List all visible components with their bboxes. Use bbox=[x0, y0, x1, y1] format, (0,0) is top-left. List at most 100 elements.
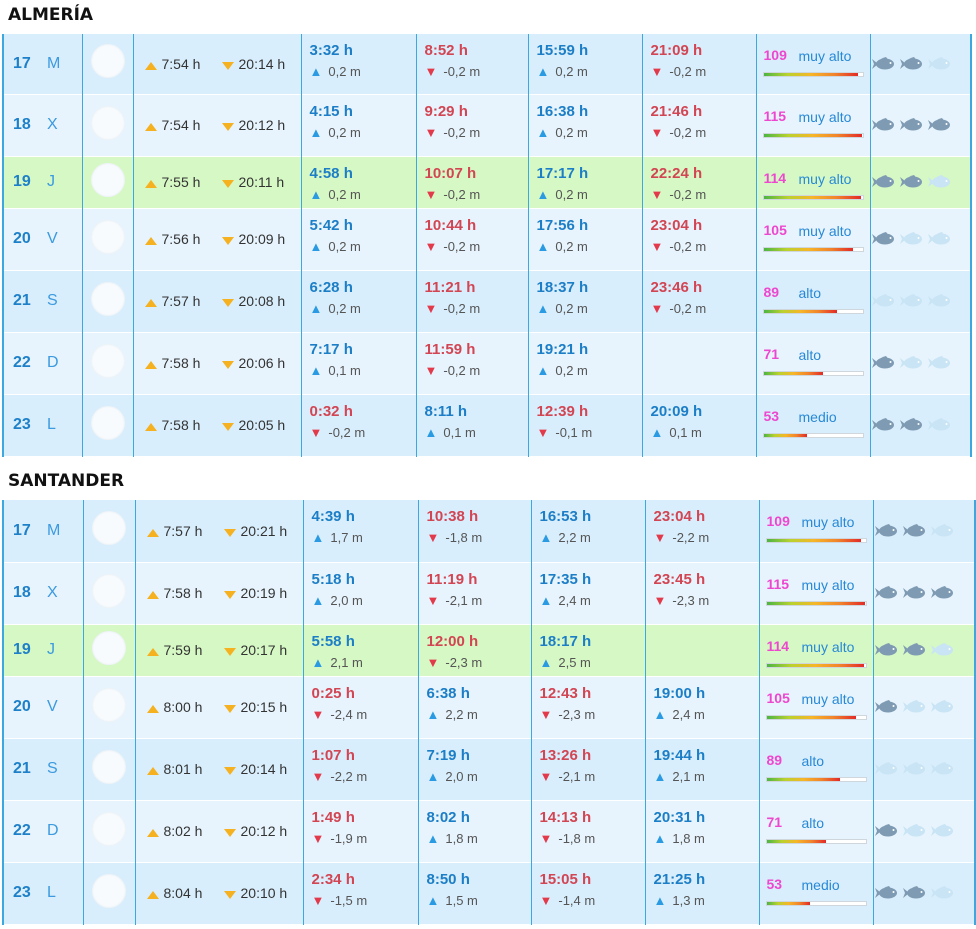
tide-height-value: -2,3 m bbox=[672, 592, 710, 608]
tide-height: ▼ -0,2 m bbox=[651, 301, 707, 316]
coefficient-bar bbox=[762, 132, 864, 138]
sunset-time: 20:11 h bbox=[238, 174, 285, 190]
tide-height: ▲ 2,0 m bbox=[312, 593, 363, 608]
moon-cell bbox=[81, 270, 133, 332]
rising-tide-icon: ▲ bbox=[539, 654, 553, 670]
tide-time: 15:05 h bbox=[539, 870, 592, 888]
tide-cell: 12:39 h ▼ -0,1 m bbox=[527, 394, 642, 456]
tide-time: 11:21 h bbox=[424, 278, 476, 296]
falling-tide-icon: ▼ bbox=[650, 64, 664, 79]
falling-tide-icon: ▼ bbox=[426, 592, 440, 608]
tide-time: 8:11 h bbox=[424, 402, 468, 420]
falling-tide-icon: ▼ bbox=[311, 830, 325, 846]
tide-cell: 4:58 h ▲ 0,2 m bbox=[300, 156, 416, 208]
rising-tide-icon: ▲ bbox=[311, 654, 325, 670]
tide-height-value: 1,8 m bbox=[672, 830, 705, 846]
fish-icon bbox=[930, 823, 954, 839]
day-number: 19 bbox=[13, 173, 31, 190]
sunset: 20:17 h bbox=[223, 642, 287, 658]
fishing-cell bbox=[869, 34, 972, 94]
tide-cell: 5:58 h ▲ 2,1 m bbox=[302, 624, 418, 676]
tide-cell: 19:44 h ▲ 2,1 m bbox=[644, 738, 759, 800]
tide-table-0: 17 M 7:54 h 20:14 h 3:32 h ▲ 0,2 m 8:52 h ▼ -0,2 … bbox=[2, 34, 972, 457]
coefficient-label: alto bbox=[798, 284, 822, 301]
rising-tide-icon: ▲ bbox=[424, 424, 438, 440]
tide-time: 6:38 h bbox=[426, 684, 470, 702]
sunrise-time: 8:04 h bbox=[163, 885, 203, 901]
coefficient-bar-fill bbox=[766, 777, 840, 781]
tide-cell: 0:32 h ▼ -0,2 m bbox=[300, 394, 416, 456]
rising-tide-icon: ▲ bbox=[653, 830, 667, 846]
fish-icon bbox=[874, 823, 898, 839]
tide-height: ▼ -0,2 m bbox=[651, 125, 707, 140]
coefficient-cell: 89 alto bbox=[755, 270, 870, 332]
day-cell: 22 D bbox=[2, 332, 82, 394]
coefficient-bar bbox=[765, 714, 867, 720]
tide-time: 16:38 h bbox=[536, 102, 589, 120]
tide-height-value: 0,2 m bbox=[555, 186, 588, 202]
tide-cell: 23:45 h ▼ -2,3 m bbox=[644, 562, 759, 624]
tide-cell: 10:07 h ▼ -0,2 m bbox=[415, 156, 528, 208]
day-number: 22 bbox=[13, 354, 31, 371]
tide-height: ▲ 0,2 m bbox=[310, 125, 361, 140]
tide-time: 6:28 h bbox=[309, 278, 353, 296]
sunrise-time: 7:54 h bbox=[161, 117, 201, 133]
tide-height: ▼ -0,1 m bbox=[537, 425, 593, 440]
moon-phase-icon bbox=[92, 749, 126, 784]
moon-cell bbox=[82, 562, 135, 624]
moon-cell bbox=[81, 34, 133, 94]
tide-time: 18:37 h bbox=[536, 278, 589, 296]
tide-height-value: 0,2 m bbox=[328, 64, 361, 79]
coefficient-bar bbox=[762, 194, 864, 200]
sunset: 20:19 h bbox=[223, 585, 288, 601]
tide-height-value: -2,1 m bbox=[558, 768, 596, 784]
moon-phase-icon bbox=[92, 811, 126, 846]
tide-time: 8:52 h bbox=[424, 42, 468, 59]
sunrise-time: 8:00 h bbox=[163, 699, 203, 715]
tide-height-value: 2,1 m bbox=[672, 768, 705, 784]
coefficient-cell: 89 alto bbox=[758, 738, 873, 800]
day-row: 23 L 8:04 h 20:10 h 2:34 h ▼ -1,5 m 8:50 h ▲ 1,5 … bbox=[2, 862, 976, 924]
sun-cell: 8:02 h 20:12 h bbox=[134, 800, 303, 862]
day-cell: 17 M bbox=[2, 34, 82, 94]
coefficient-label: muy alto bbox=[801, 514, 855, 530]
tide-time: 21:25 h bbox=[653, 870, 706, 888]
tide-time: 7:19 h bbox=[426, 746, 470, 764]
sunset-time: 20:19 h bbox=[240, 585, 288, 601]
tide-cell bbox=[644, 624, 759, 676]
sun-cell: 7:56 h 20:09 h bbox=[132, 208, 301, 270]
sunset-time: 20:14 h bbox=[238, 55, 286, 72]
coefficient-bar bbox=[765, 900, 867, 906]
tide-time: 5:18 h bbox=[311, 570, 355, 588]
fishing-cell bbox=[872, 862, 976, 924]
fishing-cell bbox=[869, 156, 972, 208]
tide-cell: 17:56 h ▲ 0,2 m bbox=[527, 208, 642, 270]
tide-height: ▼ -1,4 m bbox=[540, 893, 596, 908]
coefficient-label: muy alto bbox=[798, 48, 852, 64]
tide-time: 11:59 h bbox=[424, 340, 476, 358]
day-cell: 18 X bbox=[2, 94, 82, 156]
tide-cell: 18:17 h ▲ 2,5 m bbox=[530, 624, 645, 676]
day-number: 17 bbox=[13, 521, 31, 539]
day-number: 20 bbox=[13, 230, 31, 247]
tide-cell: 11:19 h ▼ -2,1 m bbox=[417, 562, 531, 624]
tide-height: ▼ -0,2 m bbox=[425, 239, 481, 254]
fish-icon bbox=[927, 417, 951, 433]
falling-tide-icon: ▼ bbox=[650, 300, 664, 316]
sunrise-arrow-icon bbox=[146, 767, 159, 775]
tide-height: ▲ 2,2 m bbox=[540, 530, 591, 545]
weekday-letter: L bbox=[47, 416, 56, 433]
tide-time: 19:21 h bbox=[536, 340, 589, 358]
tide-time: 22:24 h bbox=[650, 164, 703, 182]
rising-tide-icon: ▲ bbox=[536, 238, 550, 254]
coefficient-value: 89 bbox=[763, 283, 780, 300]
sunset-arrow-icon bbox=[223, 829, 236, 837]
tide-height-value: -0,2 m bbox=[669, 238, 707, 254]
tide-height-value: -2,1 m bbox=[445, 592, 483, 608]
coefficient-bar-fill bbox=[766, 539, 861, 542]
fishing-cell bbox=[872, 800, 976, 862]
fish-icon bbox=[902, 823, 926, 839]
fish-icon bbox=[871, 293, 895, 309]
day-cell: 22 D bbox=[2, 800, 83, 862]
tide-height-value: -0,2 m bbox=[669, 124, 707, 140]
